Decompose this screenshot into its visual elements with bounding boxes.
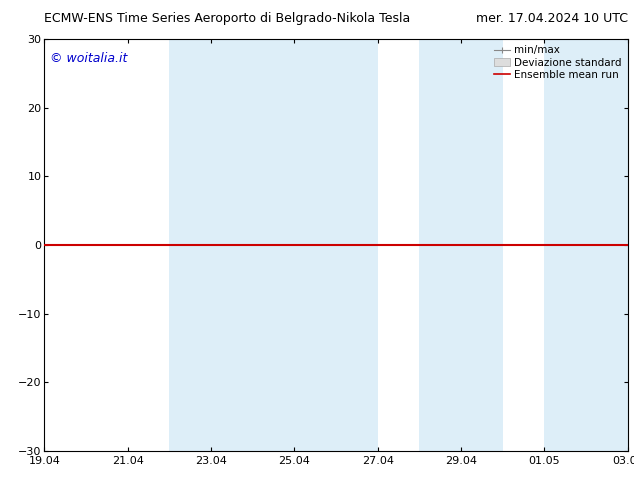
- Legend: min/max, Deviazione standard, Ensemble mean run: min/max, Deviazione standard, Ensemble m…: [491, 42, 624, 83]
- Text: ECMW-ENS Time Series Aeroporto di Belgrado-Nikola Tesla: ECMW-ENS Time Series Aeroporto di Belgra…: [44, 12, 411, 25]
- Bar: [169, 39, 211, 451]
- Bar: [461, 39, 503, 451]
- Bar: [211, 39, 378, 451]
- Bar: [211, 39, 253, 451]
- Text: © woitalia.it: © woitalia.it: [50, 51, 127, 65]
- Bar: [419, 39, 461, 451]
- Bar: [545, 39, 634, 451]
- Text: mer. 17.04.2024 10 UTC: mer. 17.04.2024 10 UTC: [476, 12, 628, 25]
